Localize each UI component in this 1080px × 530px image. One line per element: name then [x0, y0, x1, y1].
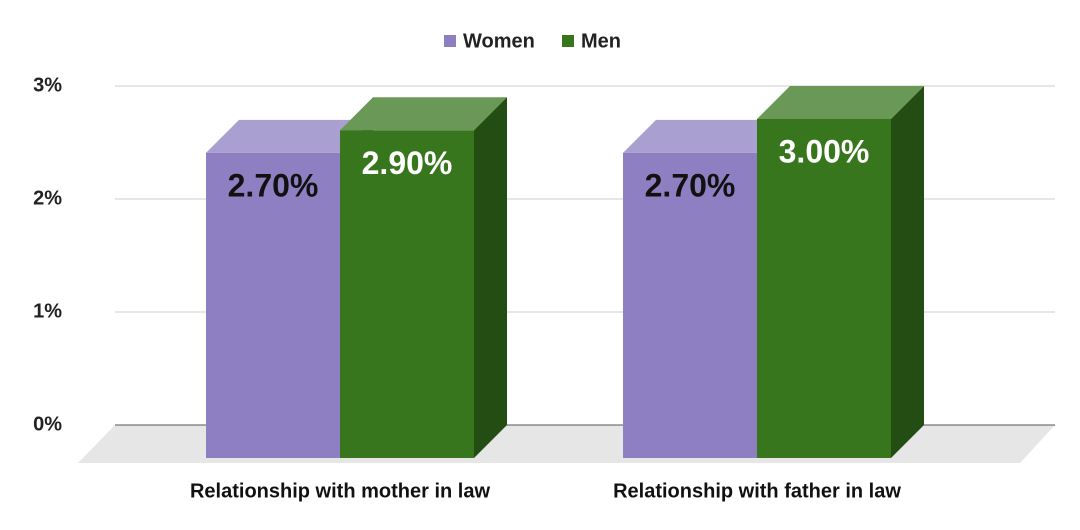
value-label: 3.00% — [779, 133, 870, 169]
y-tick-label: 1% — [33, 300, 62, 322]
y-tick-label: 2% — [33, 187, 62, 209]
y-tick-label: 0% — [33, 413, 62, 435]
bar-top — [757, 86, 924, 119]
bar — [340, 130, 474, 459]
bar — [206, 152, 340, 458]
value-label: 2.70% — [228, 167, 319, 203]
bar-top — [340, 97, 507, 131]
value-label: 2.90% — [362, 145, 453, 181]
bar-top — [206, 119, 373, 153]
bar-side — [891, 86, 924, 458]
y-tick-label: 3% — [33, 74, 62, 96]
legend-swatch — [444, 35, 456, 47]
x-tick-label: Relationship with mother in law — [190, 480, 490, 502]
bar — [757, 119, 891, 458]
legend-label: Women — [463, 30, 535, 52]
value-label: 2.70% — [645, 167, 736, 203]
bar-top — [623, 119, 790, 153]
x-tick-label: Relationship with father in law — [613, 480, 901, 502]
bar-side — [474, 97, 507, 459]
legend-swatch — [562, 35, 574, 47]
legend-label: Men — [581, 30, 621, 52]
bar — [623, 152, 757, 458]
